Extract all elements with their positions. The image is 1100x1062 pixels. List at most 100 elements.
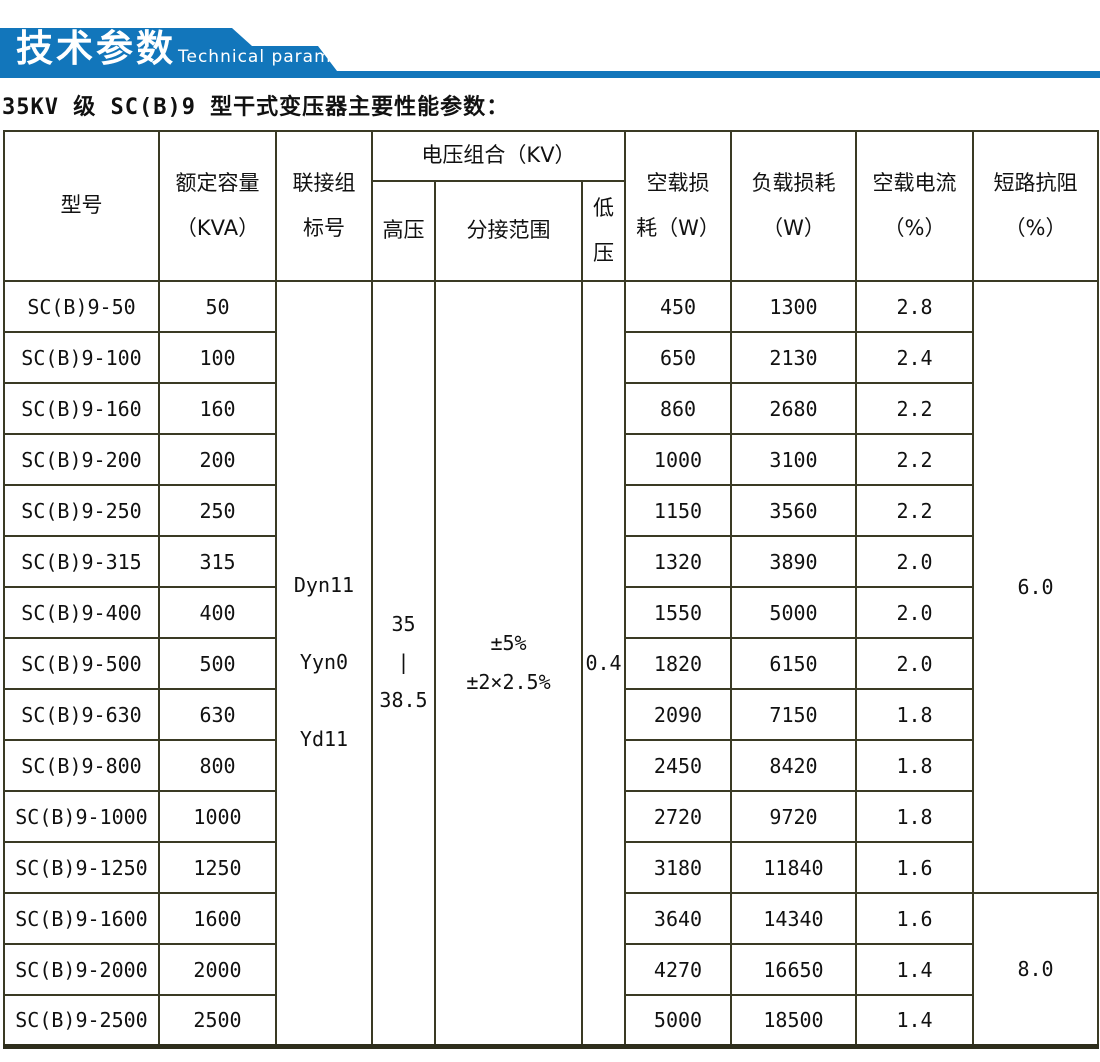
table-row: SC(B)9-400 400 1550 5000 2.0 xyxy=(3,586,1098,639)
cell-model: SC(B)9-200 xyxy=(3,433,160,486)
cell-model: SC(B)9-2500 xyxy=(3,994,160,1049)
cell-capacity: 160 xyxy=(158,382,277,435)
cell-tap-range: ±5% ±2×2.5% xyxy=(434,280,583,1049)
header-load-loss: 负载损耗 （W） xyxy=(730,130,857,282)
cell-load-loss: 11840 xyxy=(730,841,857,894)
cell-no-load-loss: 450 xyxy=(624,280,732,333)
cell-impedance: 8.0 xyxy=(972,892,1099,1049)
cell-load-loss: 2130 xyxy=(730,331,857,384)
table-row: SC(B)9-1000 1000 2720 9720 1.8 xyxy=(3,790,1098,843)
cell-no-load-current: 2.2 xyxy=(855,433,974,486)
header-capacity: 额定容量 （KVA） xyxy=(158,130,277,282)
cell-capacity: 800 xyxy=(158,739,277,792)
cell-load-loss: 3560 xyxy=(730,484,857,537)
cell-no-load-loss: 2720 xyxy=(624,790,732,843)
cell-model: SC(B)9-1600 xyxy=(3,892,160,945)
cell-load-loss: 5000 xyxy=(730,586,857,639)
cell-model: SC(B)9-100 xyxy=(3,331,160,384)
cell-vector-group-line: Dyn11 xyxy=(293,573,355,598)
cell-vector-group-line: Yd11 xyxy=(299,727,349,752)
page-title: 35KV 级 SC(B)9 型干式变压器主要性能参数： xyxy=(2,95,510,120)
header-lv: 低 压 xyxy=(581,180,626,282)
header-model: 型号 xyxy=(3,130,160,282)
cell-no-load-current: 2.4 xyxy=(855,331,974,384)
header-hv: 高压 xyxy=(371,180,436,282)
cell-load-loss: 8420 xyxy=(730,739,857,792)
cell-load-loss: 7150 xyxy=(730,688,857,741)
cell-vector-group: Dyn11 Yyn0 Yd11 xyxy=(275,280,373,1049)
cell-load-loss: 14340 xyxy=(730,892,857,945)
cell-no-load-current: 1.8 xyxy=(855,790,974,843)
cell-capacity: 2000 xyxy=(158,943,277,996)
header-voltage-combo: 电压组合（KV） xyxy=(371,130,626,182)
cell-model: SC(B)9-160 xyxy=(3,382,160,435)
table-row: SC(B)9-1600 1600 3640 14340 1.6 8.0 xyxy=(3,892,1099,1049)
cell-model: SC(B)9-50 xyxy=(3,280,160,333)
cell-no-load-current: 2.0 xyxy=(855,535,974,588)
cell-no-load-loss: 3180 xyxy=(624,841,732,894)
cell-capacity: 50 xyxy=(158,280,277,333)
cell-model: SC(B)9-500 xyxy=(3,637,160,690)
cell-hv-line: | xyxy=(397,650,410,675)
cell-vector-group-line: Yyn0 xyxy=(299,650,349,675)
cell-impedance: 6.0 xyxy=(972,280,1099,894)
cell-hv-line: 35 xyxy=(391,612,416,637)
cell-capacity: 315 xyxy=(158,535,277,588)
header-tap-range: 分接范围 xyxy=(434,180,583,282)
cell-no-load-current: 2.0 xyxy=(855,586,974,639)
table-row: SC(B)9-500 500 1820 6150 2.0 xyxy=(3,637,1098,690)
table-row: SC(B)9-200 200 1000 3100 2.2 xyxy=(3,433,1098,486)
cell-no-load-current: 1.6 xyxy=(855,892,974,945)
cell-no-load-current: 1.6 xyxy=(855,841,974,894)
cell-lv: 0.4 xyxy=(581,280,626,1049)
banner-polygon xyxy=(0,28,1100,78)
cell-no-load-loss: 4270 xyxy=(624,943,732,996)
cell-no-load-loss: 2450 xyxy=(624,739,732,792)
cell-load-loss: 3100 xyxy=(730,433,857,486)
cell-tap-range-line: ±2×2.5% xyxy=(466,669,551,694)
cell-hv: 35 | 38.5 xyxy=(371,280,436,1049)
section-banner: 技术参数 Technical parameter xyxy=(0,0,1100,80)
table-row: SC(B)9-2000 2000 4270 16650 1.4 xyxy=(3,943,1098,996)
cell-load-loss: 1300 xyxy=(730,280,857,333)
cell-tap-range-line: ±5% xyxy=(490,630,527,655)
cell-capacity: 100 xyxy=(158,331,277,384)
cell-load-loss: 9720 xyxy=(730,790,857,843)
table-row: SC(B)9-800 800 2450 8420 1.8 xyxy=(3,739,1098,792)
table-row: SC(B)9-100 100 650 2130 2.4 xyxy=(3,331,1098,384)
cell-no-load-loss: 1820 xyxy=(624,637,732,690)
cell-no-load-loss: 860 xyxy=(624,382,732,435)
cell-no-load-loss: 1000 xyxy=(624,433,732,486)
cell-no-load-current: 1.4 xyxy=(855,994,974,1049)
cell-capacity: 2500 xyxy=(158,994,277,1049)
cell-model: SC(B)9-2000 xyxy=(3,943,160,996)
cell-load-loss: 3890 xyxy=(730,535,857,588)
cell-no-load-loss: 1320 xyxy=(624,535,732,588)
cell-load-loss: 6150 xyxy=(730,637,857,690)
table-row: SC(B)9-50 50 Dyn11 Yyn0 Yd11 35 | 38.5 ±5% ±2×2.5… xyxy=(3,280,1099,1049)
banner-shape xyxy=(0,28,1100,78)
cell-capacity: 1250 xyxy=(158,841,277,894)
cell-capacity: 250 xyxy=(158,484,277,537)
cell-no-load-loss: 1550 xyxy=(624,586,732,639)
cell-no-load-current: 2.0 xyxy=(855,637,974,690)
table-row: SC(B)9-1250 1250 3180 11840 1.6 xyxy=(3,841,1098,894)
cell-no-load-loss: 650 xyxy=(624,331,732,384)
cell-capacity: 200 xyxy=(158,433,277,486)
cell-capacity: 630 xyxy=(158,688,277,741)
cell-capacity: 1000 xyxy=(158,790,277,843)
table-row: SC(B)9-160 160 860 2680 2.2 xyxy=(3,382,1098,435)
cell-no-load-current: 1.8 xyxy=(855,688,974,741)
banner-subtitle: Technical parameter xyxy=(178,47,371,67)
header-no-load-current: 空载电流 （%） xyxy=(855,130,974,282)
table-row: SC(B)9-315 315 1320 3890 2.0 xyxy=(3,535,1098,588)
cell-capacity: 1600 xyxy=(158,892,277,945)
cell-model: SC(B)9-400 xyxy=(3,586,160,639)
cell-no-load-current: 2.8 xyxy=(855,280,974,333)
cell-no-load-loss: 1150 xyxy=(624,484,732,537)
cell-no-load-loss: 5000 xyxy=(624,994,732,1049)
header-impedance: 短路抗阻 （%） xyxy=(972,130,1099,282)
cell-load-loss: 16650 xyxy=(730,943,857,996)
cell-model: SC(B)9-1000 xyxy=(3,790,160,843)
cell-model: SC(B)9-1250 xyxy=(3,841,160,894)
